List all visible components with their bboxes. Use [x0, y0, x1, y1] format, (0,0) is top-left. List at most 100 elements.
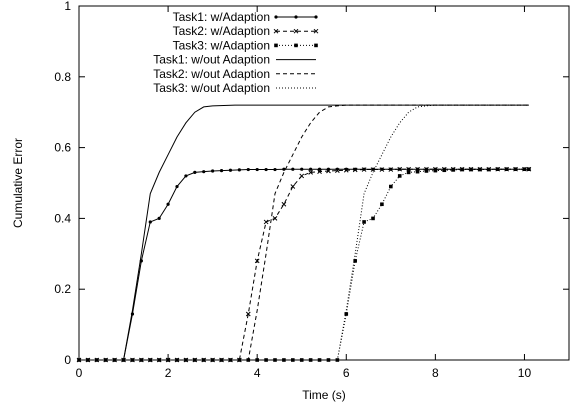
data-point [424, 169, 429, 173]
data-point [451, 168, 455, 172]
data-point [406, 166, 411, 172]
legend-label: Task2: w/out Adaption [153, 67, 270, 81]
x-tick-label: 10 [518, 366, 532, 380]
data-point [291, 167, 295, 171]
legend-item: Task1: w/Adaption [173, 10, 318, 24]
data-point [274, 15, 278, 19]
data-point [527, 167, 531, 171]
x-tick-label: 8 [432, 366, 439, 380]
data-point [274, 43, 278, 48]
data-point [246, 167, 250, 172]
series-3 [77, 167, 531, 362]
data-point [263, 219, 269, 225]
series-line [79, 104, 529, 361]
data-point [293, 28, 299, 34]
legend-label: Task1: w/out Adaption [153, 53, 270, 67]
series-line [79, 168, 529, 361]
data-point [148, 220, 152, 224]
legend-item: Task3: w/out Adaption [153, 81, 316, 95]
data-point [361, 167, 367, 172]
data-point [415, 169, 420, 174]
y-tick-label: 0.8 [54, 70, 71, 84]
data-point [228, 358, 233, 362]
data-point [406, 170, 411, 175]
data-point [294, 15, 298, 19]
legend-label: Task2: w/Adaption [173, 24, 270, 38]
data-point [397, 166, 403, 172]
data-point [370, 167, 376, 172]
data-point [228, 168, 233, 172]
series-1 [77, 167, 531, 362]
legend-label: Task3: w/Adaption [173, 38, 270, 52]
axis-ticks: 0 2 4 6 8 10 0 0.2 0.4 0.6 0.8 1 [54, 0, 569, 380]
data-point [442, 168, 447, 173]
data-point [326, 168, 331, 174]
x-tick-label: 4 [254, 366, 261, 380]
data-point [211, 169, 215, 173]
data-point [343, 167, 349, 173]
data-point [237, 168, 241, 172]
y-tick-label: 1 [64, 0, 71, 13]
data-point [371, 216, 375, 221]
data-point [309, 167, 313, 171]
y-tick-label: 0.2 [54, 282, 71, 296]
data-point [273, 28, 279, 34]
plot-frame [78, 5, 570, 361]
series-line [79, 168, 529, 361]
data-point [313, 28, 319, 34]
legend-item: Task2: w/out Adaption [153, 67, 316, 81]
data-point [314, 43, 318, 48]
data-point [469, 167, 473, 172]
data-point [353, 259, 357, 263]
y-tick-label: 0.6 [54, 141, 71, 155]
y-tick-label: 0 [64, 353, 71, 367]
data-point [388, 167, 394, 172]
legend-label: Task1: w/Adaption [173, 10, 270, 24]
data-point [166, 358, 170, 362]
data-point [300, 167, 304, 171]
legend-item: Task2: w/Adaption [173, 24, 319, 38]
data-point [513, 167, 518, 171]
data-point [522, 167, 527, 171]
data-point [255, 358, 259, 362]
data-point [495, 167, 500, 171]
y-tick-label: 0.4 [54, 211, 71, 225]
x-axis-label: Time (s) [302, 388, 346, 402]
data-point [362, 220, 366, 224]
series-4 [79, 104, 529, 361]
data-point [504, 167, 509, 171]
legend-label: Task3: w/out Adaption [153, 81, 270, 95]
data-point [344, 312, 349, 316]
data-point [317, 167, 322, 171]
series-line [79, 104, 529, 361]
x-tick-label: 6 [343, 366, 350, 380]
data-point [460, 167, 464, 172]
data-point [175, 184, 179, 189]
series-2 [76, 166, 532, 363]
series-6 [79, 104, 529, 361]
data-point [282, 167, 286, 171]
data-point [317, 169, 322, 175]
data-point [281, 201, 287, 207]
data-point [433, 168, 438, 173]
data-point [139, 358, 144, 362]
data-point [237, 358, 242, 362]
data-point [294, 43, 298, 48]
data-point [308, 170, 313, 175]
data-point [273, 167, 277, 172]
legend-item: Task1: w/out Adaption [153, 53, 316, 67]
data-point [379, 167, 385, 172]
data-point [397, 174, 402, 178]
data-point [245, 311, 251, 317]
data-point [487, 167, 491, 172]
x-tick-label: 0 [76, 366, 83, 380]
data-point [380, 202, 384, 207]
data-point [352, 167, 358, 173]
series-5 [79, 104, 529, 361]
data-point [254, 258, 260, 264]
data-point [335, 168, 340, 173]
data-point [290, 184, 296, 189]
data-point [219, 169, 224, 173]
series-line [79, 168, 529, 361]
